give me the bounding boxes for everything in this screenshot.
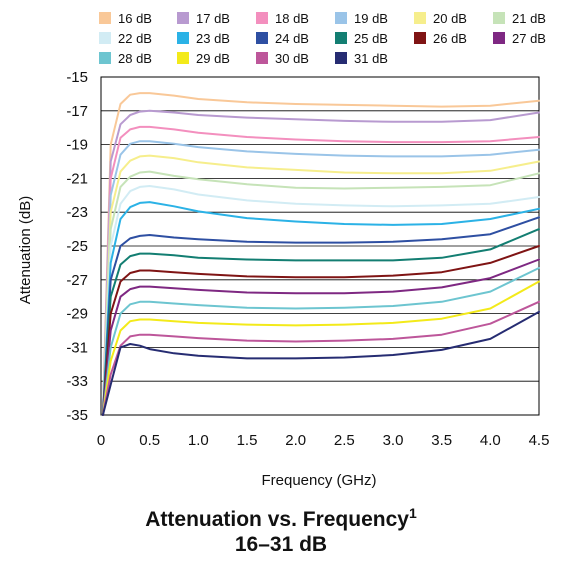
legend-swatch	[335, 32, 347, 44]
chart-caption-subtitle: 16–31 dB	[234, 533, 328, 556]
legend-label: 26 dB	[433, 31, 467, 46]
x-tick-label: 0.5	[139, 432, 160, 449]
series-line	[101, 258, 540, 416]
legend-label: 16 dB	[118, 11, 152, 26]
chart-legend: 16 dB 17 dB 18 dB 19 dB 20 dB 21 dB 22 dB 23 dB…	[99, 11, 546, 66]
legend-label: 27 dB	[512, 31, 546, 46]
series-line	[101, 109, 540, 416]
y-tick-label: -17	[66, 103, 88, 120]
legend-item: 18 dB	[256, 11, 309, 26]
series-line	[101, 125, 540, 416]
legend-label: 28 dB	[118, 51, 152, 66]
legend-label: 20 dB	[433, 11, 467, 26]
legend-swatch	[414, 12, 426, 24]
legend-swatch	[256, 52, 268, 64]
legend-swatch	[256, 12, 268, 24]
legend-label: 22 dB	[118, 31, 152, 46]
legend-item: 25 dB	[335, 31, 388, 46]
series-line	[101, 92, 540, 416]
x-tick-label: 3.5	[431, 432, 452, 449]
legend-item: 29 dB	[177, 51, 230, 66]
legend-swatch	[177, 52, 189, 64]
legend-item: 26 dB	[414, 31, 467, 46]
y-axis-ticks: -15 -17 -19 -21 -23 -25 -27 -29 -31 -33 -35	[66, 69, 88, 424]
x-tick-label: 1.0	[188, 432, 209, 449]
y-tick-label: -35	[66, 407, 88, 424]
series-line	[101, 216, 540, 416]
legend-item: 22 dB	[99, 31, 152, 46]
legend-label: 30 dB	[275, 51, 309, 66]
series-line	[101, 185, 540, 416]
series-line	[101, 300, 540, 416]
legend-swatch	[99, 12, 111, 24]
attenuation-chart: 16 dB 17 dB 18 dB 19 dB 20 dB 21 dB 22 dB 23 dB…	[17, 11, 550, 489]
legend-item: 24 dB	[256, 31, 309, 46]
legend-item: 30 dB	[256, 51, 309, 66]
legend-swatch	[493, 12, 505, 24]
legend-item: 16 dB	[99, 11, 152, 26]
x-tick-label: 4.5	[529, 432, 550, 449]
series-line	[101, 140, 540, 416]
legend-label: 17 dB	[196, 11, 230, 26]
legend-item: 23 dB	[177, 31, 230, 46]
footnote-mark: 1	[408, 505, 417, 521]
legend-label: 23 dB	[196, 31, 230, 46]
y-tick-label: -31	[66, 339, 88, 356]
x-tick-label: 3.0	[383, 432, 404, 449]
y-tick-label: -15	[66, 69, 88, 86]
legend-item: 31 dB	[335, 51, 388, 66]
y-tick-label: -27	[66, 272, 88, 289]
y-tick-label: -33	[66, 373, 88, 390]
y-axis-label: Attenuation (dB)	[17, 196, 34, 304]
legend-item: 21 dB	[493, 11, 546, 26]
legend-label: 18 dB	[275, 11, 309, 26]
x-axis-label: Frequency (GHz)	[261, 472, 376, 489]
legend-swatch	[335, 52, 347, 64]
legend-swatch	[99, 32, 111, 44]
legend-item: 19 dB	[335, 11, 388, 26]
legend-label: 25 dB	[354, 31, 388, 46]
series-line	[101, 201, 540, 416]
y-tick-label: -23	[66, 204, 88, 221]
series-line	[101, 154, 540, 416]
x-tick-label: 2.0	[285, 432, 306, 449]
legend-label: 24 dB	[275, 31, 309, 46]
legend-swatch	[177, 12, 189, 24]
legend-swatch	[414, 32, 426, 44]
legend-item: 20 dB	[414, 11, 467, 26]
legend-swatch	[335, 12, 347, 24]
legend-item: 28 dB	[99, 51, 152, 66]
x-tick-label: 1.5	[237, 432, 258, 449]
legend-label: 19 dB	[354, 11, 388, 26]
series-line	[101, 170, 540, 416]
series-lines	[101, 92, 540, 416]
legend-label: 31 dB	[354, 51, 388, 66]
legend-label: 21 dB	[512, 11, 546, 26]
x-tick-label: 0	[97, 432, 105, 449]
y-tick-label: -19	[66, 137, 88, 154]
series-line	[101, 228, 540, 416]
y-tick-label: -21	[66, 170, 88, 187]
y-tick-label: -25	[66, 238, 88, 255]
x-tick-label: 4.0	[480, 432, 501, 449]
x-axis-ticks: 0 0.5 1.0 1.5 2.0 2.5 3.0 3.5 4.0 4.5	[97, 432, 550, 449]
caption-title-text: Attenuation vs. Frequency	[145, 508, 409, 531]
legend-swatch	[99, 52, 111, 64]
legend-item: 17 dB	[177, 11, 230, 26]
legend-item: 27 dB	[493, 31, 546, 46]
chart-caption-title: Attenuation vs. Frequency1	[0, 505, 562, 532]
series-line	[101, 280, 540, 416]
series-line	[101, 310, 540, 416]
legend-swatch	[493, 32, 505, 44]
series-line	[101, 245, 540, 416]
y-tick-label: -29	[66, 306, 88, 323]
legend-label: 29 dB	[196, 51, 230, 66]
legend-swatch	[256, 32, 268, 44]
legend-swatch	[177, 32, 189, 44]
x-tick-label: 2.5	[334, 432, 355, 449]
series-line	[101, 267, 540, 416]
